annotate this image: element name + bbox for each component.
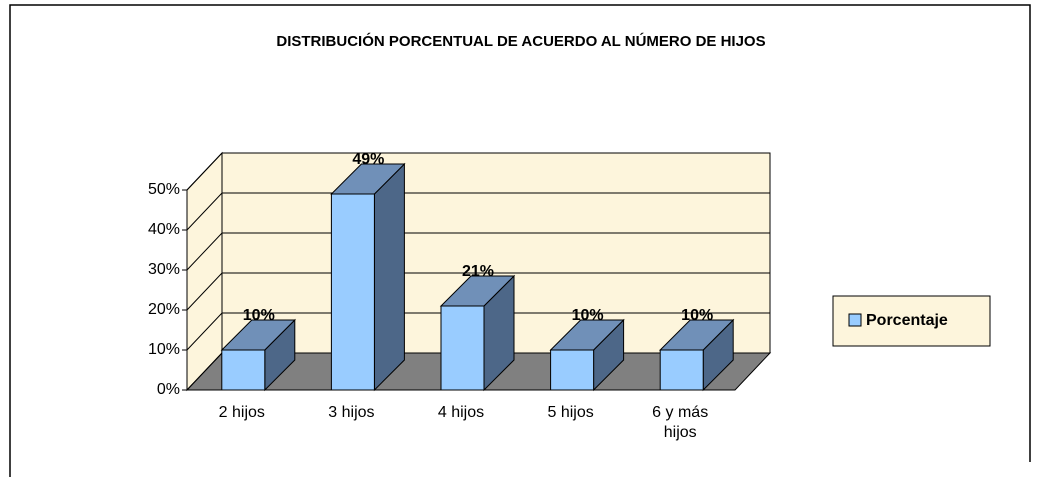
data-label: 10% (243, 307, 275, 324)
grid-line (186, 312, 770, 351)
grid-line (186, 192, 770, 231)
bar (549, 318, 625, 392)
data-label: 21% (462, 263, 494, 280)
grid-line (186, 272, 770, 311)
x-tick-label: 5 hijos (547, 404, 594, 421)
y-tick-label: 50% (148, 181, 180, 198)
bar (658, 318, 735, 392)
x-tick-label: 2 hijos (218, 404, 265, 421)
x-tick-label: 4 hijos (437, 404, 485, 421)
chart-title: DISTRIBUCIÓN PORCENTUAL DE ACUERDO AL NÚ… (276, 32, 765, 50)
bar (439, 274, 516, 392)
bar-front (440, 305, 485, 391)
data-label: 10% (681, 307, 713, 324)
bar-front (659, 349, 704, 391)
bar (220, 318, 297, 392)
bar-front (330, 193, 375, 391)
x-tick-label: 3 hijos (328, 404, 375, 421)
bar (330, 162, 406, 392)
legend-swatch (848, 313, 862, 327)
y-tick-label: 20% (148, 301, 180, 318)
legend-label: Porcentaje (866, 312, 948, 329)
side-wall (186, 151, 223, 392)
data-label: 49% (352, 151, 384, 168)
grid-line (186, 152, 770, 191)
data-label: 10% (572, 307, 604, 324)
y-tick-label: 40% (148, 221, 180, 238)
chart-frame (9, 4, 1031, 477)
x-tick-label: 6 y más hijos (652, 404, 709, 441)
bar-front (550, 349, 595, 391)
y-tick-label: 30% (148, 261, 180, 278)
bar-front (221, 349, 266, 391)
y-tick-label: 0% (157, 381, 180, 398)
grid-line (186, 232, 770, 271)
bar-side (373, 162, 405, 392)
y-tick-label: 10% (148, 341, 180, 358)
